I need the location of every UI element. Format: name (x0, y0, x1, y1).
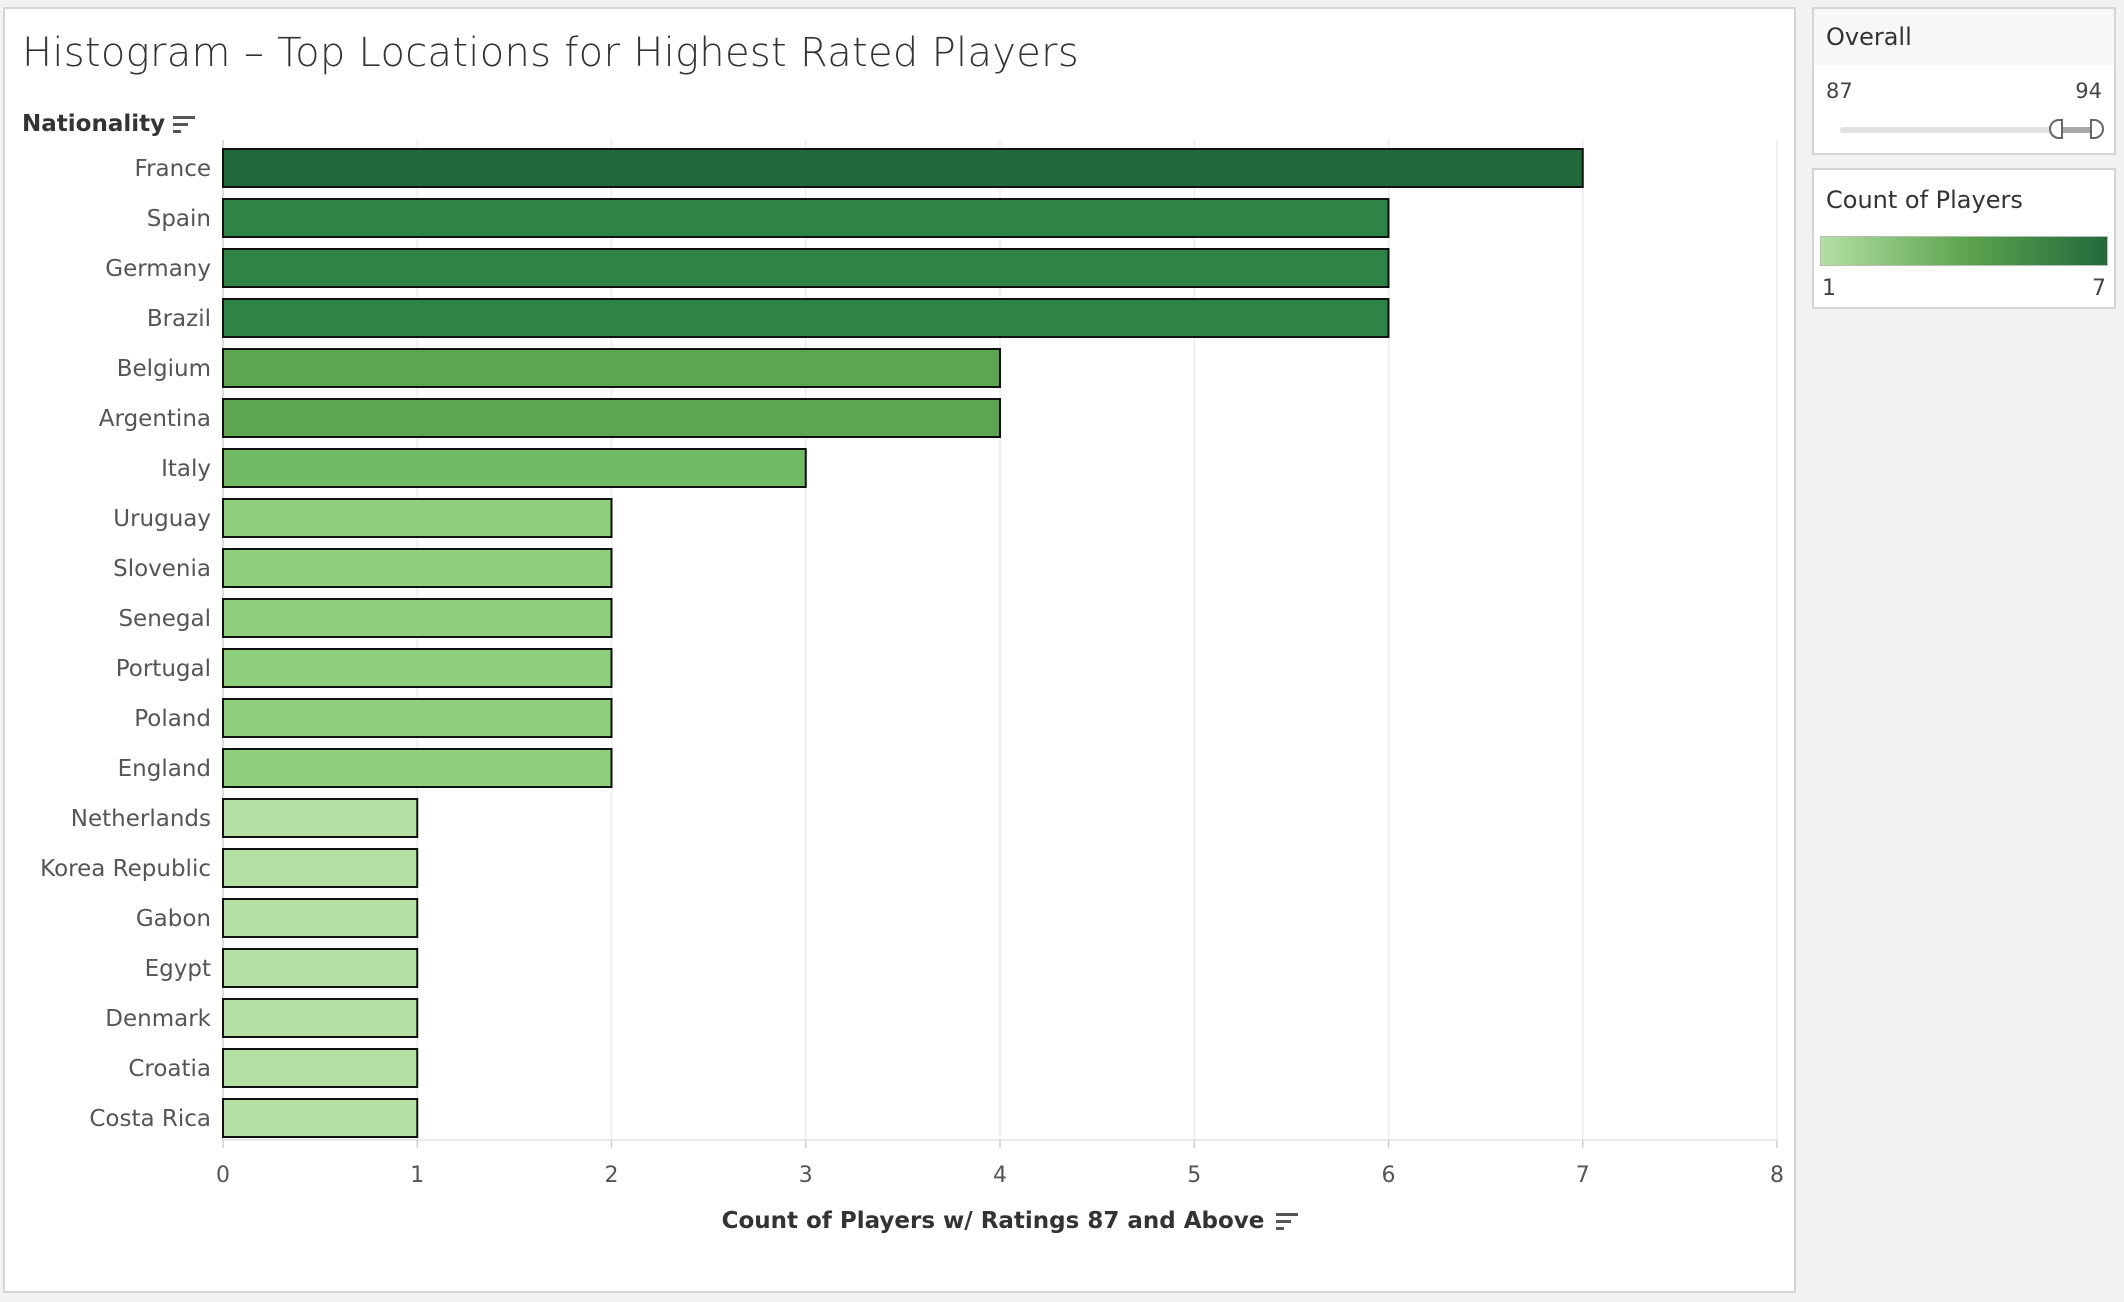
sort-icon[interactable] (173, 114, 196, 134)
bar-germany[interactable] (222, 248, 1390, 288)
legend-min-value: 1 (1822, 276, 1836, 301)
bar-egypt[interactable] (222, 948, 419, 988)
slider-selected-range[interactable] (2059, 127, 2096, 133)
slider-min-handle[interactable] (2049, 119, 2064, 139)
x-axis-title[interactable]: Count of Players w/ Ratings 87 and Above (0, 1208, 2020, 1234)
bar-france[interactable] (222, 148, 1584, 188)
category-label[interactable]: Argentina (99, 406, 211, 432)
bars (222, 148, 1584, 1138)
category-label[interactable]: Denmark (105, 1006, 211, 1032)
bar-spain[interactable] (222, 198, 1390, 238)
bar-uruguay[interactable] (222, 498, 613, 538)
slider-max-handle[interactable] (2090, 119, 2104, 139)
bar-poland[interactable] (222, 698, 613, 738)
color-gradient-bar (1820, 236, 2108, 266)
bar-korea-republic[interactable] (222, 848, 419, 888)
overall-filter-card: Overall 87 94 (1812, 7, 2116, 155)
bar-netherlands[interactable] (222, 798, 419, 838)
filter-max-value: 94 (2075, 79, 2102, 103)
x-tick-label: 4 (993, 1163, 1007, 1188)
category-label[interactable]: Costa Rica (89, 1106, 211, 1132)
category-label[interactable]: Belgium (117, 356, 211, 382)
category-label[interactable]: Spain (147, 206, 211, 232)
category-label[interactable]: Italy (161, 456, 211, 482)
x-tick-label: 7 (1576, 1163, 1590, 1188)
filter-title: Overall (1814, 9, 2114, 65)
bar-argentina[interactable] (222, 398, 1001, 438)
bar-croatia[interactable] (222, 1048, 419, 1088)
y-axis-label: Nationality (22, 111, 166, 137)
x-axis-ticks: 0 1 2 3 4 5 6 7 8 (216, 1140, 1784, 1188)
bar-italy[interactable] (222, 448, 807, 488)
grid-lines (222, 140, 1778, 1141)
x-tick-label: 6 (1382, 1163, 1396, 1188)
category-label[interactable]: Egypt (145, 956, 211, 982)
x-tick-label: 2 (605, 1163, 619, 1188)
bar-portugal[interactable] (222, 648, 613, 688)
category-label[interactable]: Senegal (118, 606, 211, 632)
bar-gabon[interactable] (222, 898, 419, 938)
color-legend-card: Count of Players 1 7 (1812, 168, 2116, 309)
filter-range-labels: 87 94 (1826, 79, 2102, 103)
y-axis-header[interactable]: Nationality (22, 111, 196, 137)
category-label[interactable]: Brazil (147, 306, 211, 332)
x-sort-icon[interactable] (1276, 1211, 1299, 1231)
category-label[interactable]: England (118, 756, 211, 782)
x-tick-label: 8 (1770, 1163, 1784, 1188)
category-label[interactable]: Korea Republic (40, 856, 211, 882)
bar-slovenia[interactable] (222, 548, 613, 588)
bar-belgium[interactable] (222, 348, 1001, 388)
slider-track[interactable] (1840, 127, 2096, 133)
category-label[interactable]: Croatia (128, 1056, 211, 1082)
category-label[interactable]: Uruguay (113, 506, 211, 532)
category-label[interactable]: Poland (134, 706, 211, 732)
legend-title: Count of Players (1814, 170, 2114, 230)
bar-senegal[interactable] (222, 598, 613, 638)
category-label[interactable]: Germany (105, 256, 211, 282)
bar-costa-rica[interactable] (222, 1098, 419, 1138)
bar-england[interactable] (222, 748, 613, 788)
x-axis-label: Count of Players w/ Ratings 87 and Above (721, 1208, 1265, 1234)
x-tick-label: 5 (1187, 1163, 1201, 1188)
bar-denmark[interactable] (222, 998, 419, 1038)
filter-min-value: 87 (1826, 79, 1853, 103)
chart-title: Histogram – Top Locations for Highest Ra… (22, 30, 1080, 76)
x-tick-label: 0 (216, 1163, 230, 1188)
category-label[interactable]: Gabon (136, 906, 211, 932)
category-label[interactable]: Slovenia (113, 556, 211, 582)
bar-chart: France Spain Germany Brazil Belgium Argentina… (40, 140, 1784, 1188)
x-tick-label: 1 (410, 1163, 424, 1188)
category-label[interactable]: Portugal (116, 656, 211, 682)
legend-max-value: 7 (2092, 276, 2106, 301)
category-label[interactable]: France (135, 156, 211, 182)
category-label[interactable]: Netherlands (71, 806, 211, 832)
x-tick-label: 3 (799, 1163, 813, 1188)
category-labels: France Spain Germany Brazil Belgium Argentina… (40, 156, 212, 1132)
bar-brazil[interactable] (222, 298, 1390, 338)
